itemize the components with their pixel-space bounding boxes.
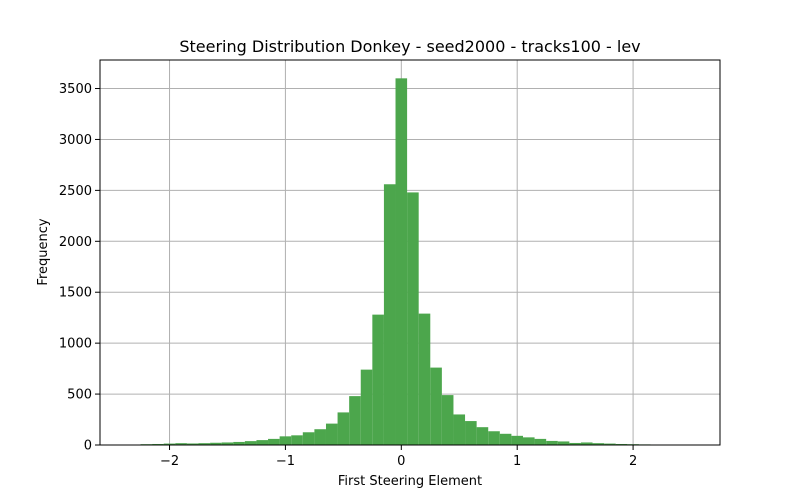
histogram-bar (186, 443, 199, 445)
y-axis-label: Frequency (36, 218, 51, 285)
chart-title: Steering Distribution Donkey - seed2000 … (179, 37, 640, 56)
histogram-bar (325, 423, 338, 445)
y-tick-label: 2000 (59, 235, 92, 250)
histogram-bar (580, 442, 593, 445)
histogram-bar (453, 414, 466, 445)
y-tick-label: 500 (67, 388, 92, 403)
histogram-bar (615, 443, 628, 445)
histogram-bar (314, 429, 326, 445)
plot-frame (99, 59, 721, 446)
y-tick-label: 3000 (59, 133, 92, 148)
histogram-bar (407, 192, 419, 445)
histogram-bar (534, 438, 547, 445)
histogram-bar (604, 443, 616, 445)
histogram-bar (488, 431, 500, 445)
y-tick-label: 1500 (59, 286, 92, 301)
y-tick-label: 3500 (59, 82, 92, 97)
histogram-bar (557, 441, 570, 445)
histogram-bar (302, 432, 315, 445)
histogram-bar (430, 367, 442, 445)
histogram-bar (465, 421, 477, 445)
histogram-bar (152, 443, 164, 445)
histogram-bar (210, 442, 222, 445)
histogram-bar (372, 314, 384, 445)
histogram-bar (163, 443, 176, 445)
histogram-bar (233, 441, 245, 445)
histogram-bar (291, 435, 303, 445)
histogram-bar (499, 433, 512, 445)
histogram-bar (349, 396, 361, 445)
histogram-bar (175, 443, 187, 445)
histogram-bar (569, 442, 581, 445)
y-tick-label: 1000 (59, 337, 92, 352)
histogram-bar (546, 440, 558, 445)
x-tick-label: −1 (276, 454, 295, 469)
y-tick-label: 2500 (59, 184, 92, 199)
y-tick-label: 0 (84, 439, 92, 454)
histogram-bar (592, 443, 605, 445)
histogram-bar (221, 442, 234, 445)
x-axis-label: First Steering Element (338, 474, 482, 489)
histogram-bars (140, 78, 651, 445)
histogram-bar (476, 427, 489, 445)
x-tick-label: 1 (513, 454, 521, 469)
histogram-bar (383, 184, 396, 445)
histogram-bar (418, 313, 431, 445)
histogram-bar (441, 395, 454, 445)
histogram-bar (522, 437, 535, 445)
histogram-bar (268, 438, 280, 445)
x-axis-ticks: −2 −1 0 1 2 (160, 445, 637, 469)
x-tick-label: 2 (629, 454, 637, 469)
histogram-bar (360, 369, 373, 445)
histogram-bar (198, 443, 211, 445)
y-axis-ticks: 0 500 1000 1500 2000 2500 3000 3500 (59, 82, 100, 454)
x-tick-label: −2 (160, 454, 179, 469)
x-tick-label: 0 (397, 454, 405, 469)
histogram-bar (256, 440, 269, 445)
histogram-bar (337, 412, 350, 445)
histogram-bar (279, 436, 292, 445)
histogram-bar (244, 441, 257, 445)
histogram-bar (395, 78, 408, 445)
histogram-bar (511, 435, 523, 445)
